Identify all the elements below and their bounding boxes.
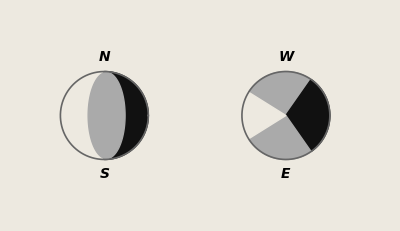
Text: N: N (98, 50, 110, 64)
Polygon shape (242, 92, 286, 139)
Polygon shape (60, 72, 148, 159)
Polygon shape (249, 116, 311, 159)
Text: S: S (99, 167, 109, 181)
Text: W: W (278, 50, 294, 64)
Polygon shape (88, 72, 125, 159)
Polygon shape (249, 72, 311, 116)
Polygon shape (104, 72, 148, 159)
Text: E: E (281, 167, 291, 181)
Polygon shape (242, 72, 330, 159)
Polygon shape (286, 79, 330, 152)
